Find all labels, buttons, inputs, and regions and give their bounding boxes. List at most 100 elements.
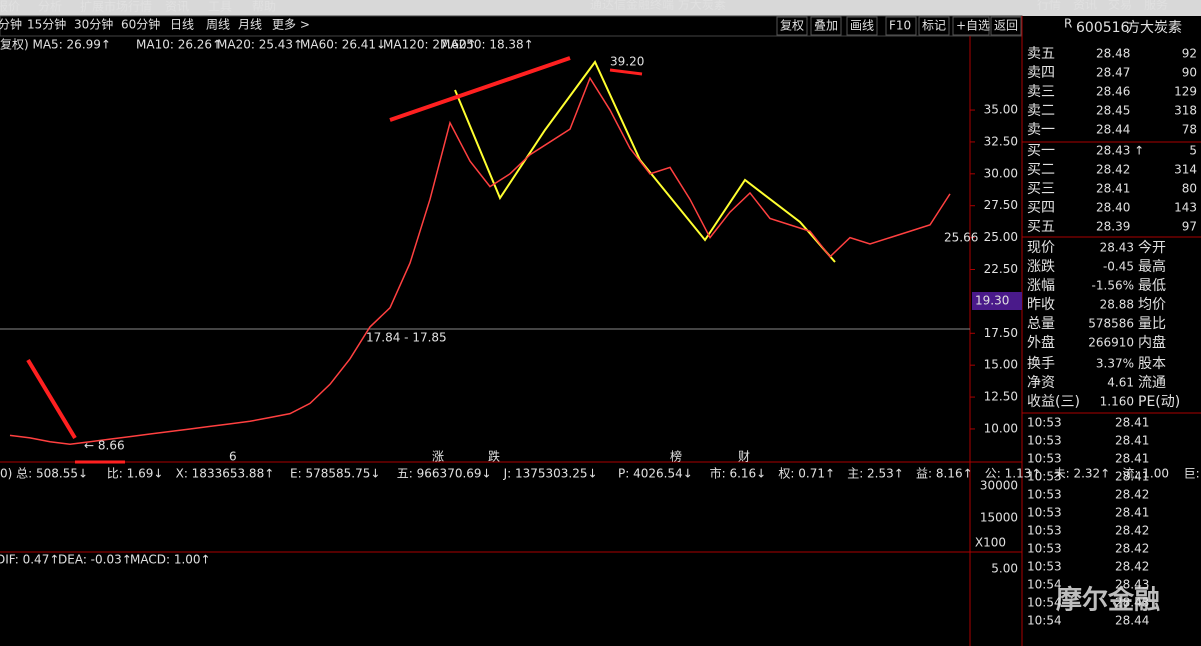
quote-label: 外盘 xyxy=(1027,334,1055,351)
tool-button-label[interactable]: 标记 xyxy=(922,19,946,33)
volume-indicator: X: 1833653.88↑ xyxy=(176,467,275,481)
quote-label: 内盘 xyxy=(1138,334,1166,351)
quote-label: 今开 xyxy=(1138,240,1166,256)
menu-item[interactable]: 资讯 xyxy=(165,0,189,14)
quote-label: 昨收 xyxy=(1027,297,1055,313)
book-price: 28.41 xyxy=(1096,182,1130,196)
quote-label: 涨跌 xyxy=(1027,259,1055,275)
volume-indicator: 市: 6.16↓ xyxy=(710,466,767,481)
book-volume: 97 xyxy=(1182,220,1197,234)
menu-item[interactable]: 工具 xyxy=(208,0,232,14)
quote-label: PE(动) xyxy=(1138,394,1180,410)
stock-name: 方大炭素 xyxy=(1126,20,1182,36)
ma-label: MA250: 18.38↑ xyxy=(440,38,534,52)
tool-button-label[interactable]: +自选 xyxy=(956,19,990,33)
period-tab[interactable]: 15分钟 xyxy=(27,17,66,32)
quote-value: 3.37% xyxy=(1096,357,1134,371)
tool-button-label[interactable]: 叠加 xyxy=(814,19,838,33)
tick-price: 28.43 xyxy=(1115,578,1149,592)
tick-time: 10:53 xyxy=(1027,452,1062,466)
menu-item[interactable]: 帮助 xyxy=(252,0,276,14)
menu-item[interactable]: 扩展市场行情 xyxy=(80,0,152,14)
tick-time: 10:54 xyxy=(1027,596,1062,610)
quote-label: 净资 xyxy=(1027,375,1055,391)
menu-item[interactable]: 服务 xyxy=(1144,0,1168,12)
period-tab[interactable]: 30分钟 xyxy=(74,17,113,32)
book-label: 卖一 xyxy=(1027,122,1055,138)
ma-label: MA10: 26.26↑ xyxy=(136,38,222,52)
quote-label: 股本 xyxy=(1138,356,1166,372)
price-line xyxy=(9,76,951,446)
tool-button[interactable] xyxy=(776,16,808,36)
quote-label: 换手 xyxy=(1027,355,1055,372)
tool-button[interactable] xyxy=(810,16,842,36)
period-tab[interactable]: 月线 xyxy=(238,18,262,32)
macd-indicator: DEA: -0.03↑ xyxy=(58,553,132,567)
quote-value: -0.45 xyxy=(1103,260,1134,274)
y-tick-label: 25.00 xyxy=(984,230,1018,244)
tool-button[interactable] xyxy=(885,16,917,36)
annotation: 19.30 xyxy=(975,294,1009,308)
tool-button[interactable] xyxy=(952,16,990,36)
event-marker: 榜 xyxy=(670,449,682,464)
tick-price: 28.42 xyxy=(1115,488,1149,502)
tool-button-label[interactable]: F10 xyxy=(889,19,911,33)
book-volume: 5 xyxy=(1189,144,1197,158)
quote-value: 266910 xyxy=(1088,336,1134,350)
tick-time: 10:53 xyxy=(1027,470,1062,484)
book-price: 28.46 xyxy=(1096,85,1130,99)
volume-axis-label: 30000 xyxy=(980,479,1018,493)
tool-button-label[interactable]: 画线 xyxy=(850,19,874,33)
book-volume: 143 xyxy=(1174,201,1197,215)
period-tab[interactable]: 分钟 xyxy=(0,17,22,32)
quote-value: 28.88 xyxy=(1100,298,1134,312)
tool-button-label[interactable]: 复权 xyxy=(780,19,804,33)
quote-value: 578586 xyxy=(1088,317,1134,331)
tool-button-label[interactable]: 返回 xyxy=(994,19,1018,33)
quote-label: 总量 xyxy=(1027,316,1055,332)
book-volume: 129 xyxy=(1174,85,1197,99)
volume-indicator: 流: 1.00 xyxy=(1122,467,1169,481)
book-label: 卖五 xyxy=(1027,46,1055,62)
tick-price: 28.41 xyxy=(1115,416,1149,430)
tick-price: 28.42 xyxy=(1115,542,1149,556)
quote-label: 收益(三) xyxy=(1027,394,1080,410)
book-price: 28.40 xyxy=(1096,201,1130,215)
period-tab[interactable]: 60分钟 xyxy=(121,17,160,32)
arrow xyxy=(389,56,571,122)
menu-item[interactable]: 资讯 xyxy=(1073,0,1097,12)
tick-time: 10:54 xyxy=(1027,578,1062,592)
macd-axis-label: 5.00 xyxy=(991,562,1018,576)
menu-item[interactable]: 交易 xyxy=(1108,0,1132,12)
menu-item[interactable]: 报价 xyxy=(0,0,20,14)
quote-label: 量比 xyxy=(1138,316,1166,332)
y-tick-label: 12.50 xyxy=(984,390,1018,404)
event-marker: 跌 xyxy=(488,449,500,464)
watermark: 摩尔金融 xyxy=(1056,585,1160,616)
book-label: 卖四 xyxy=(1027,65,1055,81)
y-tick-label: 35.00 xyxy=(984,103,1018,117)
y-tick-label: 15.00 xyxy=(984,358,1018,372)
event-marker: 6 xyxy=(229,450,237,464)
tick-time: 10:53 xyxy=(1027,416,1062,430)
ma-label: MA60: 26.41↓ xyxy=(300,38,386,52)
quote-value: 4.61 xyxy=(1107,376,1134,390)
y-tick-label: 10.00 xyxy=(984,421,1018,435)
tool-button[interactable] xyxy=(918,16,950,36)
volume-axis-label: X100 xyxy=(975,536,1006,550)
period-tab[interactable]: 周线 xyxy=(206,18,230,32)
tool-button[interactable] xyxy=(846,16,878,36)
tick-price: 28.42 xyxy=(1115,524,1149,538)
menu-item[interactable]: 行情 xyxy=(1037,0,1061,12)
period-tab[interactable]: 日线 xyxy=(170,18,194,32)
period-tab[interactable]: 更多 > xyxy=(272,18,310,32)
tick-time: 10:53 xyxy=(1027,524,1062,538)
volume-indicator: P: 4026.54↓ xyxy=(618,467,693,481)
quote-value: 1.160 xyxy=(1100,395,1134,409)
quote-label: 最低 xyxy=(1138,278,1166,294)
volume-indicator: 五: 966370.69↓ xyxy=(397,467,492,481)
price-box xyxy=(972,292,1022,310)
tick-price: 28.41 xyxy=(1115,506,1149,520)
menu-item[interactable]: 分析 xyxy=(38,0,62,14)
tool-button[interactable] xyxy=(990,16,1022,36)
